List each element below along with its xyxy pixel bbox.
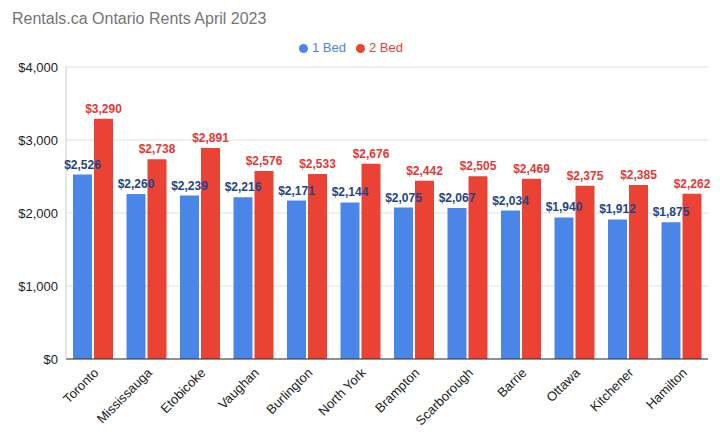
svg-text:Scarborough: Scarborough bbox=[413, 365, 476, 428]
svg-text:$2,576: $2,576 bbox=[246, 154, 283, 168]
svg-text:$2,075: $2,075 bbox=[385, 191, 422, 205]
svg-text:Vaughan: Vaughan bbox=[215, 365, 262, 412]
svg-text:$2,260: $2,260 bbox=[118, 177, 155, 191]
svg-text:Toronto: Toronto bbox=[60, 365, 101, 406]
svg-text:$1,875: $1,875 bbox=[653, 205, 690, 219]
html-text:2 Bed: 2 Bed bbox=[369, 40, 403, 55]
svg-text:Ottawa: Ottawa bbox=[543, 364, 583, 404]
svg-text:$4,000: $4,000 bbox=[18, 60, 58, 75]
html-text:Rentals.ca Ontario Rents April: Rentals.ca Ontario Rents April 2023 bbox=[12, 10, 267, 27]
svg-text:$2,676: $2,676 bbox=[353, 147, 390, 161]
svg-text:$3,290: $3,290 bbox=[85, 102, 122, 116]
svg-text:Brampton: Brampton bbox=[372, 365, 422, 415]
svg-text:$2,144: $2,144 bbox=[332, 185, 369, 199]
svg-text:$1,940: $1,940 bbox=[546, 200, 583, 214]
svg-text:$2,216: $2,216 bbox=[225, 180, 262, 194]
svg-text:$2,891: $2,891 bbox=[192, 131, 229, 145]
html-text:1 Bed: 1 Bed bbox=[312, 40, 346, 55]
svg-text:$2,262: $2,262 bbox=[674, 177, 711, 191]
svg-text:Burlington: Burlington bbox=[263, 365, 315, 417]
svg-text:$0: $0 bbox=[44, 352, 58, 367]
svg-text:$2,505: $2,505 bbox=[460, 159, 497, 173]
svg-text:$2,526: $2,526 bbox=[64, 158, 101, 172]
svg-text:$2,034: $2,034 bbox=[492, 194, 529, 208]
svg-text:$2,067: $2,067 bbox=[439, 191, 476, 205]
svg-text:$2,375: $2,375 bbox=[567, 169, 604, 183]
svg-text:$2,171: $2,171 bbox=[278, 184, 315, 198]
svg-text:Hamilton: Hamilton bbox=[643, 365, 690, 412]
svg-text:Mississauga: Mississauga bbox=[94, 365, 156, 427]
svg-text:$2,385: $2,385 bbox=[620, 168, 657, 182]
svg-text:$2,239: $2,239 bbox=[171, 179, 208, 193]
svg-text:North York: North York bbox=[315, 365, 369, 419]
svg-text:Kitchener: Kitchener bbox=[587, 365, 637, 415]
svg-text:$1,912: $1,912 bbox=[599, 202, 636, 216]
svg-text:$3,000: $3,000 bbox=[18, 133, 58, 148]
svg-text:$2,533: $2,533 bbox=[299, 157, 336, 171]
svg-text:$1,000: $1,000 bbox=[18, 279, 58, 294]
svg-text:$2,469: $2,469 bbox=[513, 162, 550, 176]
svg-text:Etobicoke: Etobicoke bbox=[157, 365, 208, 416]
svg-text:$2,442: $2,442 bbox=[406, 164, 443, 178]
svg-text:$2,738: $2,738 bbox=[139, 142, 176, 156]
svg-text:$2,000: $2,000 bbox=[18, 206, 58, 221]
svg-text:Barrie: Barrie bbox=[494, 365, 529, 400]
